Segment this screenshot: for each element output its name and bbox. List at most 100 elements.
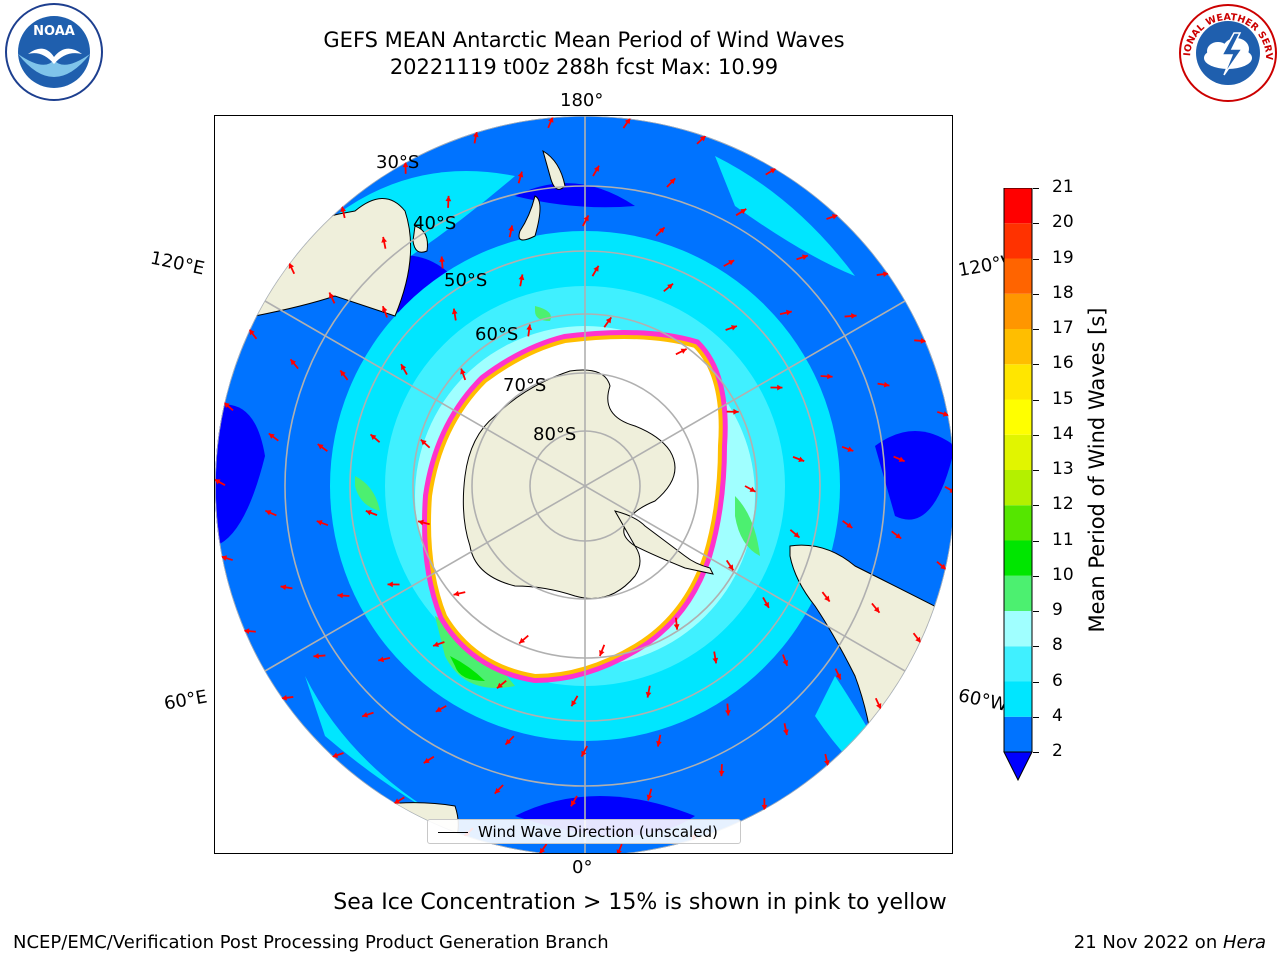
lon-label-180: 180° — [560, 90, 604, 111]
wave-direction-arrowhead — [898, 456, 905, 462]
colorbar-label: Mean Period of Wind Waves [s] — [1085, 307, 1109, 633]
wave-direction-arrowhead — [942, 411, 949, 417]
colorbar-segment — [1004, 611, 1032, 647]
wave-direction-arrowhead — [699, 135, 706, 142]
wave-arrows — [215, 116, 952, 853]
wave-direction-arrowhead — [645, 691, 652, 698]
wave-direction-arrowhead — [740, 208, 747, 215]
wave-direction-arrow — [944, 486, 952, 494]
wave-direction-arrowhead — [288, 262, 294, 269]
lon-label-0: 0° — [572, 857, 593, 878]
wave-direction-arrowhead — [518, 274, 525, 281]
colorbar-tick — [1033, 364, 1039, 366]
wave-direction-arrowhead — [517, 171, 524, 178]
wave-direction-arrowhead — [316, 520, 323, 526]
colorbar-tick-label: 17 — [1052, 318, 1074, 338]
wave-direction-arrowhead — [656, 740, 662, 747]
colorbar-tick-label: 4 — [1052, 705, 1063, 726]
colorbar-tick — [1033, 470, 1039, 471]
wave-direction-arrowhead — [883, 381, 890, 388]
colorbar-tick-label: 14 — [1052, 423, 1074, 444]
svg-text:NOAA: NOAA — [33, 24, 75, 39]
colorbar-tick-label: 6 — [1052, 670, 1063, 691]
wave-direction-arrowhead — [265, 510, 272, 516]
colorbar-segment — [1004, 258, 1032, 294]
wave-direction-arrowhead — [949, 487, 952, 493]
footer-date-text: 21 Nov 2022 on — [1073, 932, 1223, 953]
wave-direction-arrowhead — [847, 446, 854, 452]
wave-direction-arrowhead — [370, 434, 377, 441]
wave-direction-arrowhead — [505, 738, 512, 745]
colorbar-segment — [1004, 646, 1032, 682]
nws-logo: NATIONAL WEATHER SERVICE — [1174, 0, 1278, 103]
wave-direction-arrowhead — [337, 592, 343, 599]
colorbar-segment — [1004, 293, 1032, 329]
colorbar-tick-label: 18 — [1052, 282, 1074, 303]
wave-direction-arrowhead — [365, 510, 372, 516]
colorbar-tick — [1033, 752, 1039, 753]
wave-direction-arrowhead — [433, 641, 439, 647]
wave-direction-arrowhead — [798, 456, 805, 462]
colorbar-tick — [1033, 329, 1039, 330]
wave-direction-arrowhead — [782, 659, 789, 666]
wave-direction-arrowhead — [583, 215, 589, 222]
polar-map — [214, 115, 953, 854]
colorbar-tick — [1033, 681, 1039, 683]
colorbar-tick-label: 20 — [1052, 212, 1074, 233]
colorbar-tick-label: 8 — [1052, 635, 1063, 656]
wave-direction-arrowhead — [313, 653, 319, 659]
wave-direction-arrowhead — [605, 317, 612, 324]
wave-direction-arrowhead — [548, 116, 554, 123]
lat-label-60s: 60°S — [475, 324, 519, 345]
wave-direction-arrowhead — [749, 486, 756, 492]
colorbar-segment — [1004, 434, 1032, 470]
antarctica — [462, 369, 676, 599]
map-legend: Wind Wave Direction (unscaled) — [427, 819, 741, 844]
wave-direction-arrowhead — [519, 637, 526, 644]
wave-direction-arrowhead — [763, 601, 769, 608]
wave-direction-arrowhead — [329, 292, 335, 299]
wave-direction-arrowhead — [496, 682, 503, 689]
wave-direction-arrowhead — [873, 606, 880, 613]
colorbar-segment — [1004, 716, 1032, 752]
wave-direction-arrowhead — [508, 225, 514, 232]
wave-direction-arrowhead — [593, 165, 600, 172]
lon-label-60w: 60°W — [956, 685, 1010, 716]
wave-direction-arrowhead — [249, 329, 255, 336]
caption: Sea Ice Concentration > 15% is shown in … — [333, 890, 947, 915]
colorbar-segment — [1004, 505, 1032, 541]
wave-direction-arrowhead — [801, 254, 808, 260]
colorbar — [1003, 187, 1033, 783]
colorbar-tick-label: 2 — [1052, 741, 1063, 761]
colorbar-tick-label: 11 — [1052, 529, 1074, 550]
colorbar-tick-label: 16 — [1052, 353, 1074, 374]
lat-label-80s: 80°S — [533, 424, 577, 445]
colorbar-tick-label: 19 — [1052, 247, 1074, 268]
wave-direction-arrow — [616, 843, 623, 853]
wave-direction-arrowhead — [460, 368, 466, 375]
wave-direction-arrowhead — [394, 798, 401, 804]
colorbar-segment — [1004, 540, 1032, 576]
wave-direction-arrowhead — [733, 408, 739, 415]
wave-direction-arrowhead — [712, 657, 719, 664]
wave-direction-arrowhead — [223, 402, 230, 409]
wave-direction-arrowhead — [472, 131, 479, 138]
colorbar-tick — [1033, 646, 1039, 648]
wave-direction-arrowhead — [785, 309, 792, 316]
wave-direction-arrowhead — [381, 236, 387, 243]
wave-direction-arrowhead — [783, 729, 789, 736]
wave-direction-arrowhead — [402, 161, 409, 168]
wave-direction-arrowhead — [769, 168, 776, 174]
colorbar-tick — [1033, 188, 1039, 189]
wave-direction-arrowhead — [599, 650, 605, 656]
wave-direction-arrowhead — [731, 325, 737, 331]
colorbar-tick — [1033, 399, 1039, 401]
lon-label-60e: 60°E — [162, 686, 209, 715]
lat-label-70s: 70°S — [503, 375, 547, 396]
wave-direction-arrowhead — [445, 195, 452, 202]
wave-direction-arrowhead — [362, 712, 369, 718]
wave-direction-arrowhead — [624, 118, 631, 125]
footer-machine: Hera — [1222, 932, 1266, 953]
colorbar-tick — [1033, 293, 1039, 295]
wave-direction-arrowhead — [616, 849, 622, 853]
